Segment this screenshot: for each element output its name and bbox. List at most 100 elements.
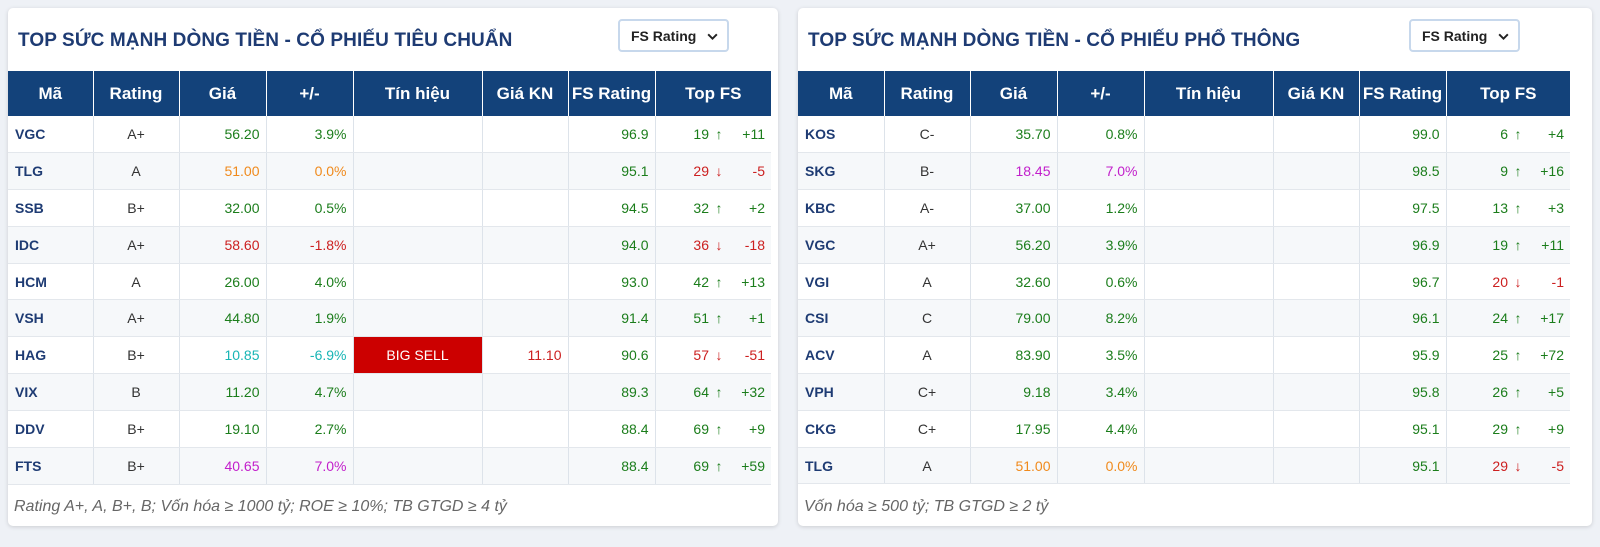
stock-price: 83.90 bbox=[970, 336, 1058, 375]
table-row[interactable]: VGC A+ 56.20 3.9% 96.9 19 ↑ +11 bbox=[8, 116, 771, 154]
price-change: -6.9% bbox=[266, 336, 354, 375]
table-row[interactable]: SSB B+ 32.00 0.5% 94.5 32 ↑ +2 bbox=[8, 189, 771, 227]
column-header[interactable]: Tín hiệu bbox=[1144, 71, 1274, 116]
table-row[interactable]: HCM A 26.00 4.0% 93.0 42 ↑ +13 bbox=[8, 263, 771, 301]
signal-price bbox=[1273, 336, 1360, 375]
stock-rating: C bbox=[884, 299, 971, 338]
column-header[interactable]: +/- bbox=[1057, 71, 1145, 116]
column-header[interactable]: Giá bbox=[179, 71, 267, 116]
top-fs-change: -51 bbox=[744, 347, 765, 364]
top-fs-cell: 36 ↓ -18 bbox=[655, 226, 771, 264]
column-header[interactable]: Giá bbox=[970, 71, 1058, 116]
top-fs: 69 ↑ +9 bbox=[662, 421, 765, 437]
top-fs-rank: 69 bbox=[693, 457, 709, 474]
signal-cell bbox=[353, 226, 483, 264]
stock-code[interactable]: TLG bbox=[798, 447, 885, 485]
top-fs-change: +11 bbox=[742, 126, 765, 143]
stock-code[interactable]: IDC bbox=[8, 226, 94, 264]
column-header[interactable]: +/- bbox=[266, 71, 354, 116]
table-row[interactable]: TLG A 51.00 0.0% 95.1 29 ↓ -5 bbox=[798, 447, 1570, 485]
panel-title: TOP SỨC MẠNH DÒNG TIỀN - CỔ PHIẾU TIÊU C… bbox=[18, 30, 513, 51]
top-fs-rank: 64 bbox=[693, 384, 709, 401]
stock-code[interactable]: SKG bbox=[798, 152, 885, 191]
stock-code[interactable]: FTS bbox=[8, 447, 94, 485]
price-change: 3.9% bbox=[266, 116, 354, 154]
column-header[interactable]: Rating bbox=[93, 71, 180, 116]
stock-price: 58.60 bbox=[179, 226, 267, 264]
filter-note: Vốn hóa ≥ 500 tỷ; TB GTGD ≥ 2 tỷ bbox=[804, 498, 1049, 515]
column-header[interactable]: Giá KN bbox=[1273, 71, 1360, 116]
column-header[interactable]: Giá KN bbox=[482, 71, 569, 116]
signal-price bbox=[1273, 189, 1360, 227]
signal-cell bbox=[1144, 299, 1274, 338]
column-header[interactable]: Mã bbox=[798, 71, 885, 116]
table-row[interactable]: FTS B+ 40.65 7.0% 88.4 69 ↑ +59 bbox=[8, 447, 771, 485]
stock-code[interactable]: HAG bbox=[8, 336, 94, 375]
top-fs-cell: 26 ↑ +5 bbox=[1446, 373, 1570, 411]
signal-cell bbox=[353, 410, 483, 448]
table-row[interactable]: VGI A 32.60 0.6% 96.7 20 ↓ -1 bbox=[798, 263, 1570, 301]
stock-price: 56.20 bbox=[970, 226, 1058, 264]
table-row[interactable]: VPH C+ 9.18 3.4% 95.8 26 ↑ +5 bbox=[798, 373, 1570, 411]
arrow-up-icon: ↑ bbox=[1514, 310, 1522, 327]
table-row[interactable]: CKG C+ 17.95 4.4% 95.1 29 ↑ +9 bbox=[798, 410, 1570, 448]
top-fs-rank: 29 bbox=[1492, 420, 1508, 437]
table-row[interactable]: CSI C 79.00 8.2% 96.1 24 ↑ +17 bbox=[798, 299, 1570, 338]
column-header[interactable]: Top FS bbox=[1446, 71, 1570, 116]
column-header[interactable]: Top FS bbox=[655, 71, 771, 116]
signal-price bbox=[1273, 263, 1360, 301]
column-header[interactable]: Rating bbox=[884, 71, 971, 116]
sort-select[interactable]: FS Rating bbox=[618, 19, 729, 52]
table-row[interactable]: HAG B+ 10.85 -6.9% BIG SELL 11.10 90.6 57 ↓ -51 bbox=[8, 336, 771, 375]
table-row[interactable]: IDC A+ 58.60 -1.8% 94.0 36 ↓ -18 bbox=[8, 226, 771, 264]
stock-rating: B+ bbox=[93, 410, 180, 448]
arrow-up-icon: ↑ bbox=[1514, 236, 1522, 253]
stock-code[interactable]: CKG bbox=[798, 410, 885, 448]
table-row[interactable]: KBC A- 37.00 1.2% 97.5 13 ↑ +3 bbox=[798, 189, 1570, 227]
price-change: 7.0% bbox=[1057, 152, 1145, 191]
table-row[interactable]: TLG A 51.00 0.0% 95.1 29 ↓ -5 bbox=[8, 152, 771, 191]
stock-rating: A+ bbox=[884, 226, 971, 264]
top-fs-cell: 42 ↑ +13 bbox=[655, 263, 771, 301]
stock-code[interactable]: VGI bbox=[798, 263, 885, 301]
stock-code[interactable]: VIX bbox=[8, 373, 94, 412]
column-header[interactable]: Mã bbox=[8, 71, 94, 116]
stock-code[interactable]: CSI bbox=[798, 299, 885, 338]
column-header[interactable]: FS Rating bbox=[568, 71, 656, 116]
sort-select-label: FS Rating bbox=[1422, 27, 1488, 44]
price-change: 8.2% bbox=[1057, 299, 1145, 338]
stock-code[interactable]: HCM bbox=[8, 263, 94, 301]
price-change: 0.5% bbox=[266, 189, 354, 227]
arrow-up-icon: ↑ bbox=[715, 457, 723, 474]
signal-cell bbox=[353, 189, 483, 227]
table-row[interactable]: ACV A 83.90 3.5% 95.9 25 ↑ +72 bbox=[798, 336, 1570, 375]
stock-code[interactable]: VPH bbox=[798, 373, 885, 411]
table-row[interactable]: VIX B 11.20 4.7% 89.3 64 ↑ +32 bbox=[8, 373, 771, 412]
panel-common-stocks: TOP SỨC MẠNH DÒNG TIỀN - CỔ PHIẾU PHỔ TH… bbox=[798, 8, 1592, 526]
stock-code[interactable]: SSB bbox=[8, 189, 94, 227]
stock-code[interactable]: VSH bbox=[8, 299, 94, 338]
column-header[interactable]: FS Rating bbox=[1359, 71, 1447, 116]
stock-code[interactable]: VGC bbox=[798, 226, 885, 264]
arrow-up-icon: ↑ bbox=[1514, 420, 1522, 437]
stock-code[interactable]: TLG bbox=[8, 152, 94, 191]
stock-code[interactable]: KOS bbox=[798, 116, 885, 154]
top-fs-rank: 20 bbox=[1492, 273, 1508, 290]
signal-cell bbox=[1144, 226, 1274, 264]
stock-code[interactable]: VGC bbox=[8, 116, 94, 154]
signal-price bbox=[1273, 152, 1360, 191]
top-fs-change: +16 bbox=[1540, 163, 1564, 180]
table-row[interactable]: DDV B+ 19.10 2.7% 88.4 69 ↑ +9 bbox=[8, 410, 771, 448]
fs-rating: 95.1 bbox=[1359, 447, 1447, 485]
table-row[interactable]: SKG B- 18.45 7.0% 98.5 9 ↑ +16 bbox=[798, 152, 1570, 191]
column-header[interactable]: Tín hiệu bbox=[353, 71, 483, 116]
table-row[interactable]: VSH A+ 44.80 1.9% 91.4 51 ↑ +1 bbox=[8, 299, 771, 338]
table-row[interactable]: VGC A+ 56.20 3.9% 96.9 19 ↑ +11 bbox=[798, 226, 1570, 264]
sort-select[interactable]: FS Rating bbox=[1409, 19, 1520, 52]
stock-code[interactable]: ACV bbox=[798, 336, 885, 375]
stock-code[interactable]: DDV bbox=[8, 410, 94, 448]
signal-cell bbox=[1144, 263, 1274, 301]
top-fs-rank: 51 bbox=[693, 310, 709, 327]
stock-code[interactable]: KBC bbox=[798, 189, 885, 227]
table-row[interactable]: KOS C- 35.70 0.8% 99.0 6 ↑ +4 bbox=[798, 116, 1570, 154]
